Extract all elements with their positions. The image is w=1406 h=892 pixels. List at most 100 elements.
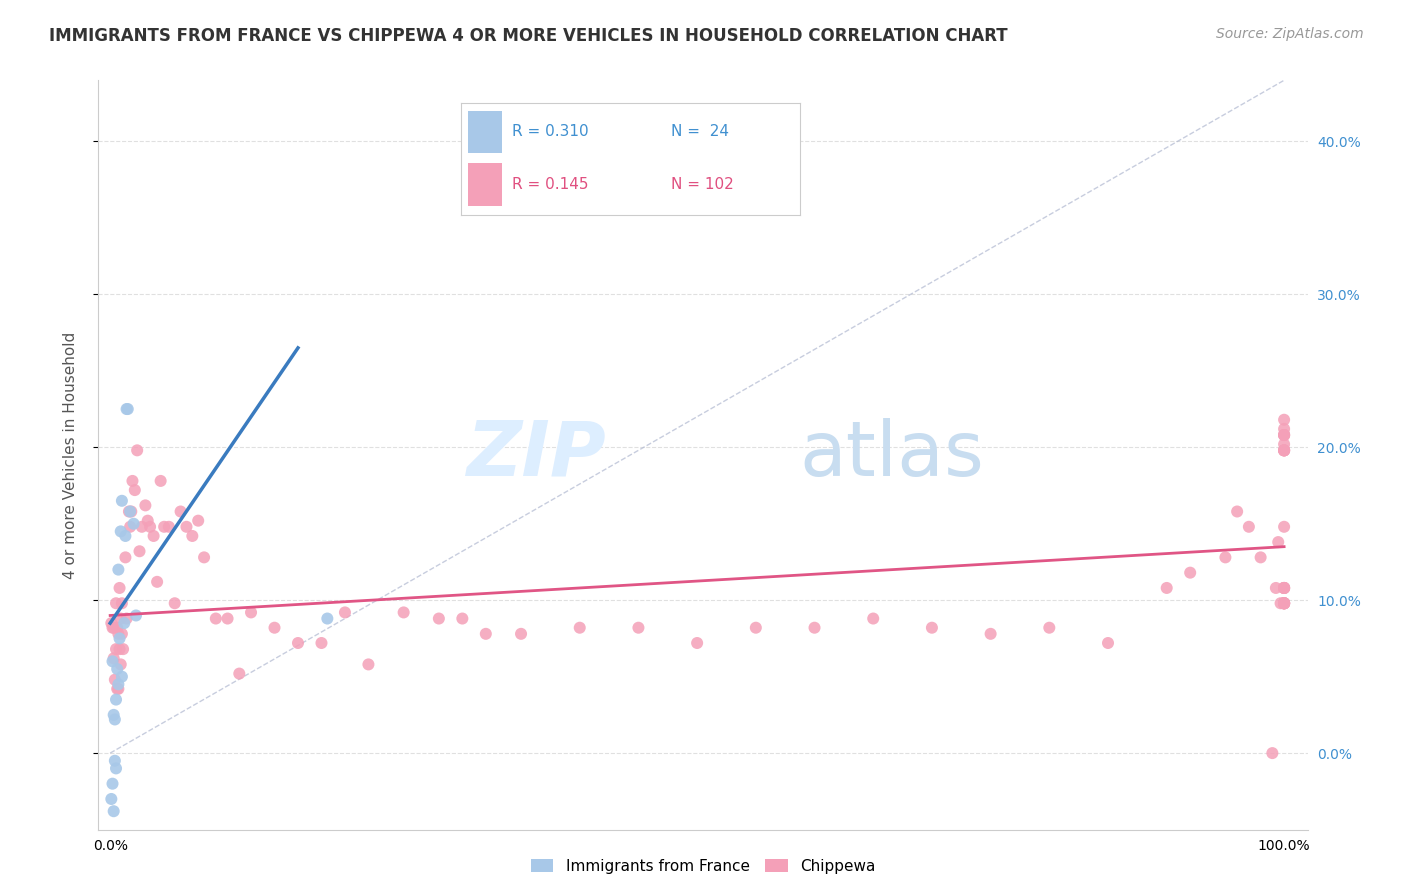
Point bbox=[392, 606, 415, 620]
Point bbox=[1272, 581, 1295, 595]
Point bbox=[263, 621, 285, 635]
Point bbox=[128, 544, 150, 558]
Point bbox=[111, 670, 134, 684]
Point bbox=[627, 621, 650, 635]
Point bbox=[240, 606, 263, 620]
Point bbox=[287, 636, 309, 650]
Y-axis label: 4 or more Vehicles in Household: 4 or more Vehicles in Household bbox=[63, 331, 77, 579]
Point bbox=[1272, 443, 1295, 458]
Point bbox=[1264, 581, 1286, 595]
Point bbox=[103, 804, 125, 818]
Point bbox=[1267, 535, 1289, 549]
Point bbox=[105, 662, 128, 676]
Point bbox=[100, 792, 122, 806]
Point bbox=[181, 529, 204, 543]
Point bbox=[1097, 636, 1119, 650]
Point bbox=[1226, 504, 1249, 518]
Point bbox=[101, 777, 124, 791]
Point bbox=[1272, 443, 1295, 458]
Point bbox=[1237, 520, 1260, 534]
Point bbox=[357, 657, 380, 672]
Point bbox=[110, 524, 132, 539]
Point bbox=[1272, 428, 1295, 442]
Point bbox=[1272, 596, 1295, 610]
Point bbox=[114, 529, 136, 543]
Point bbox=[1272, 581, 1295, 595]
Point bbox=[108, 581, 131, 595]
Point bbox=[1272, 520, 1295, 534]
Point bbox=[475, 627, 498, 641]
Point bbox=[104, 713, 127, 727]
Point bbox=[316, 611, 339, 625]
Point bbox=[103, 707, 125, 722]
Point bbox=[107, 677, 129, 691]
Point bbox=[121, 474, 143, 488]
Point bbox=[120, 504, 142, 518]
Point bbox=[108, 632, 131, 646]
Point bbox=[114, 550, 136, 565]
Point bbox=[100, 616, 122, 631]
Point bbox=[921, 621, 943, 635]
Point bbox=[136, 514, 159, 528]
Point bbox=[510, 627, 533, 641]
Point bbox=[105, 761, 128, 775]
Point bbox=[1038, 621, 1060, 635]
Point bbox=[1272, 596, 1295, 610]
Point bbox=[1156, 581, 1178, 595]
Point bbox=[217, 611, 239, 625]
Point bbox=[105, 681, 128, 696]
Point bbox=[451, 611, 474, 625]
Point bbox=[110, 657, 132, 672]
Point bbox=[163, 596, 186, 610]
Point bbox=[111, 596, 134, 610]
Point bbox=[115, 402, 138, 417]
Point bbox=[1250, 550, 1272, 565]
Point bbox=[1180, 566, 1202, 580]
Point bbox=[139, 520, 162, 534]
Point bbox=[111, 493, 134, 508]
Point bbox=[862, 611, 884, 625]
Point bbox=[117, 402, 139, 417]
Point bbox=[193, 550, 215, 565]
Point bbox=[1272, 443, 1295, 458]
Text: atlas: atlas bbox=[800, 418, 984, 491]
Point bbox=[169, 504, 191, 518]
Point bbox=[103, 621, 125, 635]
Point bbox=[568, 621, 591, 635]
Point bbox=[1272, 413, 1295, 427]
Point bbox=[107, 627, 129, 641]
Text: IMMIGRANTS FROM FRANCE VS CHIPPEWA 4 OR MORE VEHICLES IN HOUSEHOLD CORRELATION C: IMMIGRANTS FROM FRANCE VS CHIPPEWA 4 OR … bbox=[49, 27, 1008, 45]
Point bbox=[101, 654, 124, 668]
Point bbox=[686, 636, 709, 650]
Legend: Immigrants from France, Chippewa: Immigrants from France, Chippewa bbox=[524, 853, 882, 880]
Point bbox=[1272, 581, 1295, 595]
Point bbox=[104, 673, 127, 687]
Point bbox=[1272, 428, 1295, 442]
Point bbox=[146, 574, 169, 589]
Point bbox=[1261, 746, 1284, 760]
Point bbox=[1272, 596, 1295, 610]
Point bbox=[127, 443, 149, 458]
Point bbox=[1215, 550, 1237, 565]
Point bbox=[125, 608, 148, 623]
Point bbox=[1272, 596, 1295, 610]
Point bbox=[101, 621, 124, 635]
Point bbox=[124, 483, 146, 497]
Point bbox=[104, 754, 127, 768]
Point bbox=[311, 636, 333, 650]
Point bbox=[103, 651, 125, 665]
Point bbox=[745, 621, 768, 635]
Point bbox=[1272, 428, 1295, 442]
Point bbox=[142, 529, 165, 543]
Point bbox=[118, 504, 141, 518]
Point bbox=[803, 621, 825, 635]
Point bbox=[149, 474, 172, 488]
Point bbox=[228, 666, 250, 681]
Point bbox=[115, 611, 138, 625]
Point bbox=[1272, 581, 1295, 595]
Point bbox=[204, 611, 226, 625]
Point bbox=[1272, 428, 1295, 442]
Point bbox=[1272, 437, 1295, 451]
Point bbox=[1272, 596, 1295, 610]
Point bbox=[122, 516, 145, 531]
